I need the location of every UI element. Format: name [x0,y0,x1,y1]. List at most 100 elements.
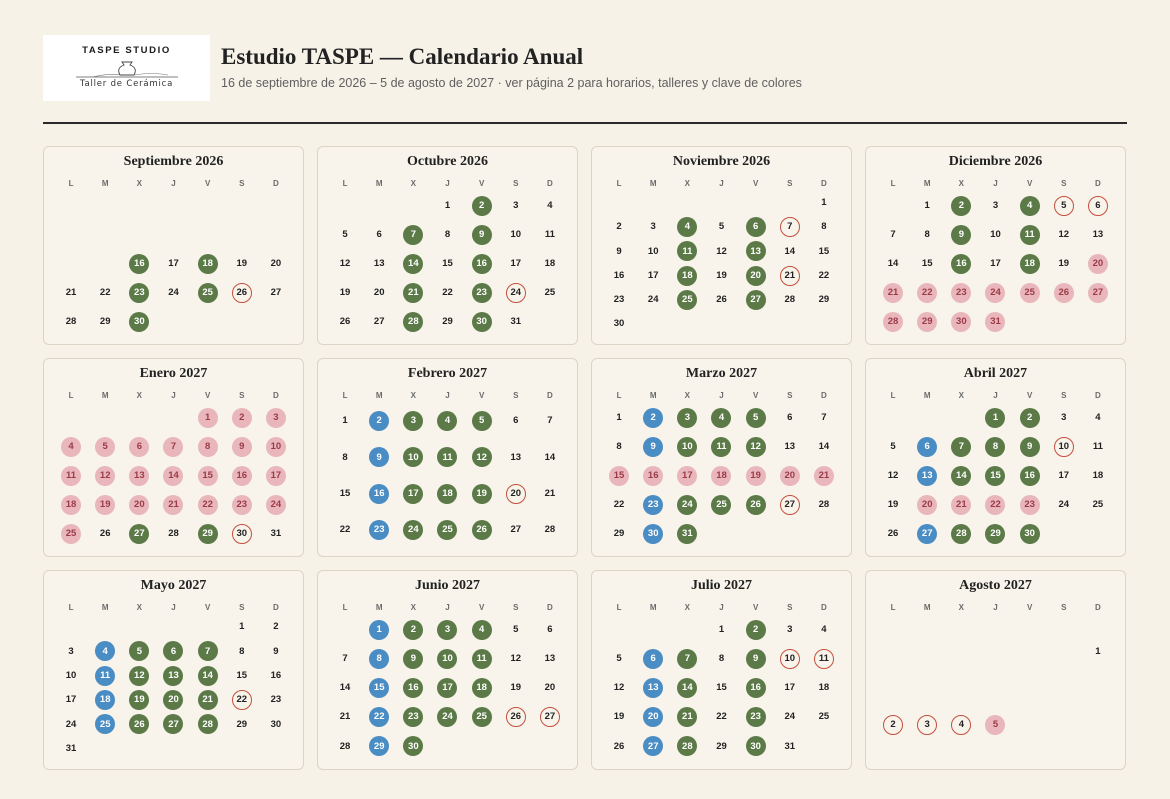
day-number-plain: 19 [887,498,899,510]
month-title: Agosto 2027 [959,578,1032,593]
day-cell: 27 [636,732,670,761]
day-cell: 6 [910,432,944,461]
day-number-green: 18 [1019,253,1040,274]
day-number-green: 4 [437,411,458,432]
day-cell: 5 [876,432,910,461]
day-number-green: 16 [403,677,424,698]
day-number-plain: 10 [510,228,522,240]
day-number-plain: 26 [613,740,625,752]
day-cell: 28 [156,519,190,548]
day-number-pink: 22 [917,282,938,303]
day-cell: 8 [225,639,259,663]
day-number-pink: 20 [917,494,938,515]
days-grid: 1 2 3 4 5 6 7 8 9 10 11 12 13 14 15 16 17 18 19 20 21 22 23 24 2… [54,403,293,556]
day-number-plain: 6 [547,623,553,635]
day-cell [191,220,225,249]
day-cell: 23 [602,288,636,312]
day-cell: 21 [191,688,225,712]
day-cell: 30 [636,519,670,548]
empty-cell [636,615,670,644]
day-cell: 25 [54,519,88,548]
day-cell: 4 [88,639,122,663]
day-cell: 15 [362,673,396,702]
day-cell: 19 [602,703,636,732]
day-cell: 20 [1081,249,1115,278]
day-cell: 14 [944,461,978,490]
day-number-green: 28 [677,736,698,757]
day-cell: 31 [259,519,293,548]
day-number-green: 3 [437,619,458,640]
day-number-ring: 2 [883,714,904,735]
day-cell: 2 [396,615,430,644]
month-card: Octubre 2026 L M X J V S D 1 2 3 4 5 6 7 8 9 10 11 12 13 14 15… [317,146,578,345]
day-number-pink: 20 [779,465,800,486]
weekday-label: M [649,179,657,188]
day-number-green: 9 [1019,436,1040,457]
day-cell: 27 [773,490,807,519]
day-cell: 3 [430,615,464,644]
day-number-pink: 18 [61,494,82,515]
weekday-label: L [616,391,622,400]
day-number-green: 2 [1019,407,1040,428]
day-number-plain: 7 [821,411,827,423]
day-cell: 4 [54,432,88,461]
day-number-plain: 21 [65,286,77,298]
days-grid: 1 2 3 4 5 6 7 8 9 10 11 12 13 14 15 16 17 18 19 20 21 22 23 24 2… [328,403,567,556]
day-cell: 6 [156,639,190,663]
weekday-label: M [649,603,657,612]
day-cell: 19 [225,249,259,278]
day-number-ring: 27 [539,707,560,728]
day-number-pink: 21 [813,465,834,486]
day-cell: 10 [54,664,88,688]
weekday-label: L [342,391,348,400]
day-cell: 27 [259,278,293,307]
day-number-plain: 22 [716,711,727,723]
day-cell: 30 [122,307,156,336]
day-number-green: 11 [1019,224,1040,245]
day-number-green: 29 [197,523,218,544]
day-cell: 23 [122,278,156,307]
day-cell: 19 [328,278,362,307]
day-number-blue: 4 [95,641,116,662]
day-cell: 7 [328,644,362,673]
day-number-plain: 29 [236,718,248,730]
weekday-label: D [547,391,553,400]
day-cell: 30 [396,732,430,761]
day-number-green: 5 [471,411,492,432]
day-cell: 2 [1013,403,1047,432]
day-cell: 1 [978,403,1012,432]
weekday-label: V [752,179,759,188]
day-cell: 29 [807,288,841,312]
day-number-plain: 9 [616,245,622,257]
day-cell: 21 [773,263,807,287]
day-number-pink: 3 [265,407,286,428]
day-cell: 19 [122,688,156,712]
day-number-green: 7 [951,436,972,457]
weekday-label: L [68,391,74,400]
month-card: Junio 2027 L M X J V S D 1 2 3 4 5 6 7 8 9 10 11 12 13 14 15 16… [317,570,578,770]
day-cell: 3 [978,191,1012,220]
day-number-plain: 5 [342,228,348,240]
day-cell: 11 [430,439,464,475]
day-number-blue: 29 [369,736,390,757]
day-number-blue: 2 [643,407,664,428]
day-cell: 1 [704,615,738,644]
day-number-plain: 19 [236,257,248,269]
day-cell: 31 [499,307,533,336]
day-number-plain: 18 [544,257,556,269]
day-number-ring: 10 [779,648,800,669]
day-cell: 9 [1013,432,1047,461]
day-cell: 29 [88,307,122,336]
day-cell: 25 [670,288,704,312]
day-cell: 19 [739,461,773,490]
day-number-pink: 19 [745,465,766,486]
day-number-green: 18 [437,483,458,504]
day-cell: 18 [1081,461,1115,490]
day-number-green: 24 [403,519,424,540]
day-cell: 24 [54,712,88,736]
weekday-label: M [375,603,383,612]
day-number-plain: 11 [544,228,555,240]
weekday-label: M [923,391,931,400]
day-number-green: 2 [471,195,492,216]
